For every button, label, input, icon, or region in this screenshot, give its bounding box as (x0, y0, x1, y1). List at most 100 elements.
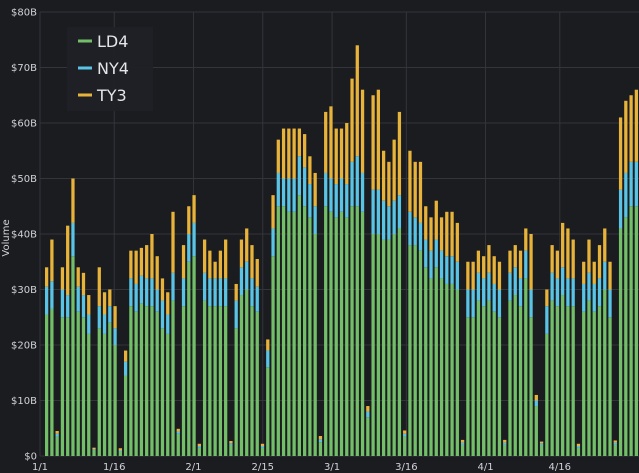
bar-segment-ld4[interactable] (482, 306, 486, 456)
bar-segment-ld4[interactable] (387, 239, 391, 456)
bar-segment-ld4[interactable] (87, 333, 91, 456)
bar-segment-ny4[interactable] (234, 300, 238, 329)
bar-segment-ty3[interactable] (513, 245, 517, 268)
bar-segment-ty3[interactable] (202, 239, 207, 273)
bar-segment-ty3[interactable] (197, 443, 201, 447)
bar-segment-ty3[interactable] (150, 234, 154, 279)
bar-segment-ny4[interactable] (102, 314, 107, 334)
bar-segment-ny4[interactable] (176, 431, 180, 434)
bar-segment-ty3[interactable] (276, 139, 280, 173)
bar-segment-ty3[interactable] (455, 222, 459, 262)
bar-segment-ny4[interactable] (66, 295, 70, 318)
bar-segment-ny4[interactable] (413, 217, 417, 246)
bar-segment-ty3[interactable] (466, 261, 470, 290)
bar-segment-ld4[interactable] (176, 433, 180, 456)
bar-segment-ny4[interactable] (592, 283, 596, 312)
bar-segment-ld4[interactable] (271, 256, 275, 456)
bar-segment-ty3[interactable] (408, 150, 412, 212)
bar-segment-ld4[interactable] (366, 417, 370, 456)
bar-segment-ld4[interactable] (429, 278, 433, 456)
bar-segment-ld4[interactable] (287, 211, 291, 456)
bar-segment-ty3[interactable] (355, 45, 359, 157)
bar-segment-ld4[interactable] (508, 300, 512, 456)
bar-segment-ty3[interactable] (566, 228, 570, 279)
bar-segment-ty3[interactable] (181, 245, 186, 279)
bar-segment-ld4[interactable] (545, 333, 549, 456)
bar-segment-ny4[interactable] (571, 278, 575, 307)
bar-segment-ty3[interactable] (297, 128, 301, 157)
bar-segment-ny4[interactable] (429, 250, 433, 279)
bar-segment-ny4[interactable] (45, 286, 49, 315)
bar-segment-ld4[interactable] (139, 303, 144, 457)
bar-segment-ny4[interactable] (192, 222, 196, 257)
bar-segment-ld4[interactable] (408, 245, 412, 456)
bar-segment-ld4[interactable] (497, 317, 502, 456)
bar-segment-ld4[interactable] (418, 250, 423, 456)
bar-segment-ny4[interactable] (339, 178, 344, 212)
bars[interactable] (45, 45, 638, 457)
bar-segment-ty3[interactable] (303, 134, 307, 168)
bar-segment-ty3[interactable] (397, 111, 402, 196)
bar-segment-ny4[interactable] (139, 275, 144, 304)
bar-segment-ty3[interactable] (629, 95, 633, 162)
bar-segment-ny4[interactable] (355, 156, 359, 207)
bar-segment-ld4[interactable] (587, 300, 591, 456)
bar-segment-ld4[interactable] (92, 450, 96, 456)
bar-segment-ny4[interactable] (287, 178, 291, 212)
bar-segment-ny4[interactable] (76, 286, 80, 312)
bar-segment-ny4[interactable] (545, 306, 549, 334)
bar-segment-ty3[interactable] (634, 89, 638, 162)
bar-segment-ny4[interactable] (618, 189, 623, 229)
bar-segment-ty3[interactable] (292, 128, 296, 179)
bar-segment-ty3[interactable] (245, 228, 249, 262)
legend[interactable]: LD4 NY4 TY3 (67, 27, 153, 111)
legend-label-ld4[interactable]: LD4 (97, 32, 128, 51)
bar-segment-ld4[interactable] (592, 311, 596, 456)
bar-segment-ty3[interactable] (392, 139, 396, 201)
bar-segment-ty3[interactable] (92, 447, 96, 450)
bar-segment-ty3[interactable] (108, 289, 112, 307)
bar-segment-ld4[interactable] (487, 300, 491, 456)
bar-segment-ld4[interactable] (50, 308, 54, 456)
bar-segment-ld4[interactable] (102, 333, 107, 456)
bar-segment-ty3[interactable] (166, 292, 170, 315)
bar-segment-ld4[interactable] (308, 217, 312, 456)
bar-segment-ld4[interactable] (597, 306, 602, 456)
bar-segment-ny4[interactable] (529, 289, 533, 318)
bar-segment-ty3[interactable] (482, 256, 486, 279)
bar-segment-ny4[interactable] (239, 267, 244, 296)
bar-segment-ny4[interactable] (181, 278, 186, 307)
bar-segment-ld4[interactable] (360, 211, 365, 456)
bar-segment-ld4[interactable] (160, 328, 165, 456)
bar-segment-ld4[interactable] (460, 444, 465, 456)
bar-segment-ty3[interactable] (376, 89, 380, 190)
bar-segment-ld4[interactable] (571, 306, 575, 456)
bar-segment-ty3[interactable] (360, 89, 365, 173)
bar-segment-ny4[interactable] (597, 278, 602, 307)
bar-segment-ty3[interactable] (313, 172, 317, 207)
bar-segment-ld4[interactable] (524, 278, 528, 456)
bar-segment-ny4[interactable] (250, 278, 254, 307)
bar-segment-ny4[interactable] (439, 250, 444, 279)
bar-segment-ny4[interactable] (218, 278, 223, 307)
bar-segment-ld4[interactable] (129, 306, 133, 456)
bar-segment-ld4[interactable] (155, 311, 159, 456)
bar-segment-ty3[interactable] (613, 440, 617, 443)
bar-segment-ty3[interactable] (508, 250, 512, 273)
bar-segment-ty3[interactable] (187, 206, 191, 234)
bar-segment-ld4[interactable] (529, 317, 533, 456)
bar-segment-ld4[interactable] (355, 206, 359, 456)
bar-segment-ld4[interactable] (471, 317, 475, 456)
bar-segment-ty3[interactable] (102, 292, 107, 315)
bar-segment-ty3[interactable] (345, 123, 349, 185)
bar-segment-ny4[interactable] (476, 272, 481, 301)
bar-segment-ty3[interactable] (334, 128, 338, 185)
bar-segment-ny4[interactable] (408, 211, 412, 246)
bar-segment-ld4[interactable] (292, 211, 296, 456)
bar-segment-ny4[interactable] (345, 184, 349, 218)
bar-segment-ny4[interactable] (524, 250, 528, 279)
bar-segment-ny4[interactable] (50, 281, 54, 309)
bar-segment-ty3[interactable] (471, 261, 475, 290)
bar-segment-ty3[interactable] (287, 128, 291, 179)
bar-segment-ty3[interactable] (550, 245, 554, 273)
